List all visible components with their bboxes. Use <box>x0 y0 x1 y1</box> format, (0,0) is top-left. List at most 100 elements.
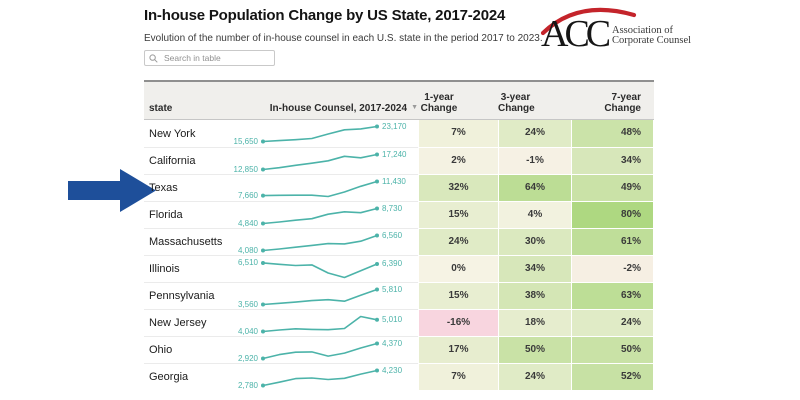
change-7yr-cell: 49% <box>571 174 653 201</box>
change-1yr-cell: 15% <box>418 201 498 228</box>
logo-acronym: ACC <box>541 13 610 55</box>
change-3yr-cell: 18% <box>498 309 571 336</box>
sort-descending-icon: ▼ <box>411 104 418 111</box>
change-3yr-cell: 38% <box>498 282 571 309</box>
spark-start-value: 7,660 <box>237 190 258 200</box>
sparkline-chart <box>261 315 379 334</box>
table-row: Ohio 2,920 4,370 17% 50% 50% <box>144 336 654 363</box>
spark-end-value: 4,370 <box>382 338 403 348</box>
table-row: Florida 4,840 8,730 15% 4% 80% <box>144 201 654 228</box>
state-label: Massachusetts <box>144 228 234 255</box>
table-row: New Jersey 4,040 5,010 -16% 18% 24% <box>144 309 654 336</box>
column-header-3yr-change[interactable]: 3-year Change <box>498 92 535 114</box>
sparkline-cell: 6,510 6,390 <box>234 255 418 282</box>
sparkline-chart <box>261 206 379 226</box>
state-label: Pennsylvania <box>144 282 234 309</box>
sparkline-chart <box>261 179 379 198</box>
change-7yr-cell: -2% <box>571 255 653 282</box>
change-1yr-cell: -16% <box>418 309 498 336</box>
spark-end-value: 11,430 <box>382 176 406 186</box>
change-3yr-cell: 64% <box>498 174 571 201</box>
state-label: New York <box>149 127 196 140</box>
spark-start-value: 3,560 <box>237 299 258 309</box>
sparkline-chart <box>261 124 379 144</box>
sparkline-chart <box>261 260 379 279</box>
spark-start-value: 4,080 <box>237 245 258 255</box>
change-3yr-cell: 24% <box>498 363 571 390</box>
change-1yr-cell: 0% <box>418 255 498 282</box>
change-3yr-cell: -1% <box>498 147 571 174</box>
state-label: Georgia <box>144 363 234 390</box>
change-1yr-cell: 17% <box>418 336 498 363</box>
table-row: Pennsylvania 3,560 5,810 15% 38% 63% <box>144 282 654 309</box>
table-header: state In-house Counsel, 2017-2024 ▼ 1-ye… <box>144 80 654 120</box>
sparkline-chart <box>261 368 379 388</box>
spark-start-value: 4,040 <box>237 326 258 336</box>
change-7yr-cell: 50% <box>571 336 653 363</box>
column-header-7yr-change[interactable]: 7-year Change <box>604 92 641 114</box>
change-3yr-cell: 24% <box>498 120 571 147</box>
change-7yr-cell: 34% <box>571 147 653 174</box>
search-input[interactable] <box>162 52 270 64</box>
change-1yr-cell: 7% <box>418 363 498 390</box>
spark-start-value: 15,650 <box>233 136 258 146</box>
logo-name: Association of Corporate Counsel <box>612 25 692 46</box>
change-1yr-cell: 15% <box>418 282 498 309</box>
state-label: Ohio <box>144 336 234 363</box>
change-3yr-cell: 4% <box>498 201 571 228</box>
page-subtitle: Evolution of the number of in-house coun… <box>144 33 543 44</box>
change-7yr-cell: 61% <box>571 228 653 255</box>
logo-name-line2: Corporate Counsel <box>612 35 692 46</box>
sparkline-chart <box>261 152 379 172</box>
change-7yr-cell: 52% <box>571 363 653 390</box>
spark-end-value: 23,170 <box>382 121 407 131</box>
change-7yr-cell: 48% <box>571 120 653 147</box>
change-1yr-cell: 32% <box>418 174 498 201</box>
sparkline-cell: 7,660 11,430 <box>234 174 418 201</box>
spark-end-value: 6,560 <box>382 230 403 240</box>
table-row: Massachusetts 4,080 6,560 24% 30% 61% <box>144 228 654 255</box>
state-label: California <box>144 147 234 174</box>
state-label: New Jersey <box>144 309 234 336</box>
table-row: Texas 7,660 11,430 32% 64% 49% <box>144 174 654 201</box>
change-3yr-cell: 50% <box>498 336 571 363</box>
change-1yr-cell: 24% <box>418 228 498 255</box>
spark-end-value: 8,730 <box>382 203 403 213</box>
sparkline-cell: 2,780 4,230 <box>234 363 418 390</box>
spark-start-value: 2,780 <box>237 380 258 390</box>
spark-start-value: 6,510 <box>237 257 258 267</box>
sparkline-chart <box>261 233 379 253</box>
table-row: Illinois 6,510 6,390 0% 34% -2% <box>144 255 654 282</box>
acc-logo-mark: ACC <box>540 7 637 55</box>
change-1yr-cell: 7% <box>418 120 498 147</box>
search-icon <box>149 53 158 63</box>
search-box[interactable] <box>144 50 275 66</box>
spark-end-value: 17,240 <box>382 149 407 159</box>
data-table: state In-house Counsel, 2017-2024 ▼ 1-ye… <box>144 80 654 390</box>
logo-swoosh <box>540 7 637 36</box>
column-header-inhouse-counsel[interactable]: In-house Counsel, 2017-2024 ▼ <box>269 103 418 114</box>
spark-end-value: 4,230 <box>382 365 403 375</box>
table-row: New York 15,650 23,170 7% 24% 48% <box>144 120 654 147</box>
column-header-1yr-change[interactable]: 1-year Change <box>420 92 458 114</box>
sparkline-chart <box>261 287 379 307</box>
table-body: New York 15,650 23,170 7% 24% 48% Califo… <box>144 120 654 390</box>
sparkline-cell: 4,080 6,560 <box>234 228 418 255</box>
change-3yr-cell: 30% <box>498 228 571 255</box>
sparkline-cell: 3,560 5,810 <box>234 282 418 309</box>
sparkline-cell: 4,040 5,010 <box>234 309 418 336</box>
spark-start-value: 2,920 <box>237 353 258 363</box>
sparkline-cell: 12,850 17,240 <box>234 147 418 174</box>
column-header-state[interactable]: state <box>149 103 173 114</box>
state-label: Texas <box>144 174 234 201</box>
logo-name-line1: Association of <box>612 25 673 36</box>
change-7yr-cell: 24% <box>571 309 653 336</box>
sparkline-cell: 15,650 23,170 <box>234 120 418 147</box>
spark-end-value: 5,810 <box>382 284 403 294</box>
sparkline-cell: 2,920 4,370 <box>234 336 418 363</box>
spark-end-value: 5,010 <box>382 314 403 324</box>
spark-start-value: 12,850 <box>233 164 258 174</box>
pointer-arrow-icon <box>68 167 158 220</box>
table-row: California 12,850 17,240 2% -1% 34% <box>144 147 654 174</box>
